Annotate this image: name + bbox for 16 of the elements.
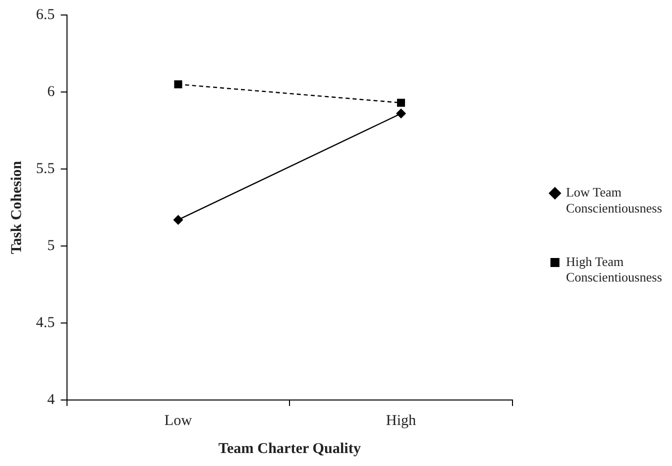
y-tick-label: 4 [47, 392, 56, 408]
point [174, 80, 182, 88]
point [173, 214, 184, 225]
x-tick-label: High [386, 412, 417, 429]
point [396, 108, 406, 119]
point [397, 98, 406, 107]
x-tick-label: Low [164, 412, 192, 429]
y-tick-label: 5.5 [36, 160, 55, 177]
y-tick-label: 4.5 [36, 314, 55, 331]
y-tick-label: 6.5 [36, 6, 55, 23]
legend-label: High Team Conscientiousness [566, 254, 662, 285]
y-tick-label: 5 [47, 238, 55, 254]
x-axis-title: Team Charter Quality [218, 440, 362, 457]
y-axis-title: Task Cohesion [8, 160, 25, 254]
legend-label: Low Team Conscientiousness [566, 184, 662, 216]
y-tick-label: 6 [47, 84, 56, 100]
